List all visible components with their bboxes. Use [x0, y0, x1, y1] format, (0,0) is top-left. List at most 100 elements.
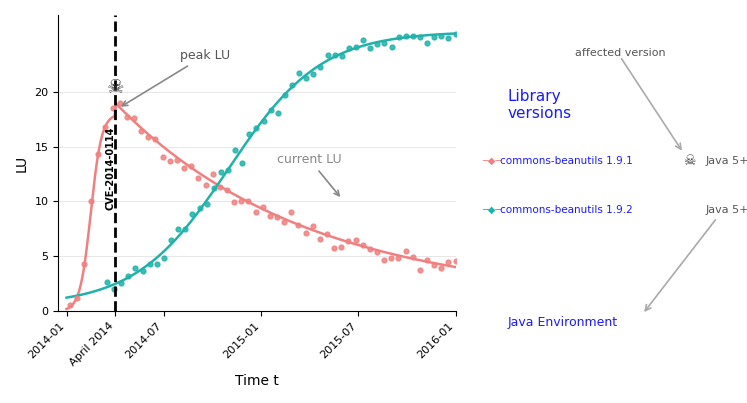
Point: [178, 165, 190, 171]
Point: [115, 280, 127, 286]
Point: [222, 166, 234, 173]
Point: [285, 208, 297, 215]
Point: [143, 134, 155, 140]
Point: [321, 231, 333, 237]
Point: [173, 226, 185, 233]
Point: [229, 147, 241, 154]
Point: [400, 33, 412, 39]
Point: [279, 92, 291, 99]
Text: ☠: ☠: [106, 78, 124, 97]
Point: [78, 261, 90, 267]
Point: [121, 114, 133, 120]
Text: affected version: affected version: [575, 48, 666, 58]
Point: [257, 204, 269, 210]
Point: [371, 249, 383, 255]
Point: [385, 44, 397, 51]
Text: Java 5+: Java 5+: [706, 156, 747, 166]
Point: [243, 198, 255, 205]
Point: [228, 199, 240, 206]
Text: ─◆─: ─◆─: [482, 156, 501, 166]
Point: [271, 214, 283, 220]
Point: [123, 272, 134, 279]
Point: [193, 174, 205, 181]
Point: [101, 279, 113, 285]
Point: [151, 260, 163, 267]
Text: Library
versions: Library versions: [508, 89, 572, 121]
Point: [278, 219, 290, 225]
Point: [400, 248, 412, 255]
Point: [71, 295, 83, 301]
Point: [322, 52, 334, 58]
Point: [379, 39, 391, 46]
Point: [250, 125, 262, 131]
Point: [199, 182, 211, 188]
Point: [108, 286, 120, 292]
Point: [214, 184, 226, 191]
Point: [107, 105, 119, 112]
Point: [442, 35, 454, 42]
Point: [407, 33, 419, 39]
Point: [99, 124, 111, 131]
Text: ─◆─: ─◆─: [482, 205, 501, 214]
Text: CVE-2014-0114: CVE-2014-0114: [105, 127, 115, 210]
Point: [421, 40, 433, 46]
Point: [371, 41, 383, 47]
Point: [385, 255, 397, 261]
Point: [357, 242, 369, 249]
Point: [272, 110, 284, 116]
Point: [407, 253, 419, 260]
Point: [350, 44, 362, 51]
Point: [244, 131, 255, 137]
Point: [114, 100, 125, 106]
Point: [85, 197, 97, 204]
Point: [149, 136, 161, 142]
Point: [158, 255, 170, 261]
Point: [450, 258, 462, 265]
Point: [208, 185, 220, 192]
Point: [164, 158, 176, 164]
Point: [221, 187, 233, 193]
Point: [436, 265, 447, 272]
Point: [314, 64, 326, 71]
Point: [286, 82, 298, 88]
Point: [129, 265, 141, 271]
Point: [350, 237, 362, 243]
Point: [264, 106, 276, 113]
Text: ☠: ☠: [684, 154, 696, 168]
Point: [307, 71, 319, 77]
Text: Java 5+: Java 5+: [706, 205, 747, 214]
Point: [342, 238, 354, 244]
Point: [314, 236, 326, 243]
Point: [414, 34, 426, 40]
Point: [157, 154, 169, 160]
Point: [236, 160, 248, 166]
Point: [329, 52, 341, 58]
Point: [128, 115, 140, 122]
Point: [185, 163, 197, 169]
Point: [336, 53, 348, 60]
Point: [135, 127, 147, 134]
Point: [293, 69, 305, 76]
Point: [328, 245, 340, 251]
Y-axis label: LU: LU: [15, 154, 29, 172]
Point: [165, 237, 177, 243]
Point: [143, 261, 155, 268]
Point: [365, 44, 376, 51]
Text: peak LU: peak LU: [123, 49, 230, 106]
Point: [307, 222, 319, 229]
Point: [450, 31, 462, 37]
Point: [207, 170, 219, 177]
Point: [364, 246, 376, 252]
Point: [343, 44, 355, 51]
Text: commons-beanutils 1.9.2: commons-beanutils 1.9.2: [500, 205, 633, 214]
Point: [335, 244, 347, 250]
Point: [300, 74, 312, 81]
Text: Java Environment: Java Environment: [508, 316, 618, 329]
Point: [258, 118, 270, 124]
Point: [187, 211, 199, 217]
Point: [428, 34, 440, 40]
Point: [378, 257, 390, 263]
Point: [179, 226, 191, 232]
Point: [357, 37, 369, 44]
Point: [193, 205, 205, 212]
